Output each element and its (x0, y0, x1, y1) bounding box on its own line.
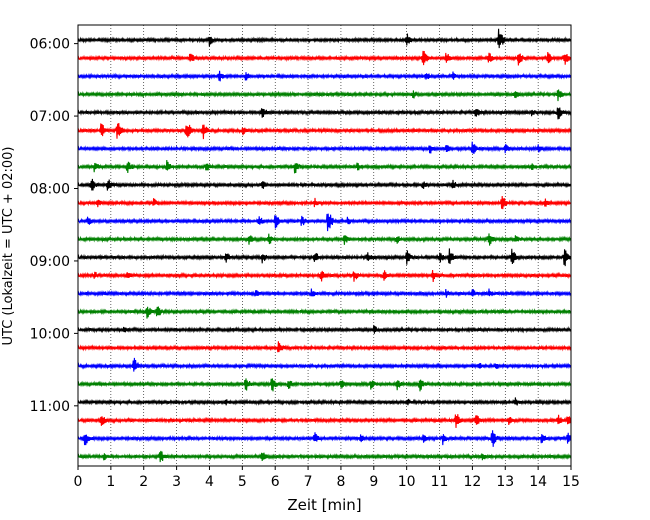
trace-0627 (78, 70, 571, 82)
trace-0642 (78, 89, 571, 102)
trace-0842 (78, 233, 571, 246)
x-tick-label: 1 (106, 474, 115, 490)
y-tick-label: 06:00 (30, 37, 70, 53)
x-axis-label: Zeit [min] (287, 496, 361, 514)
y-axis-ticks: 06:00 07:00 08:00 09:00 10:00 11:00 (30, 37, 78, 415)
x-tick-label: 7 (304, 474, 313, 490)
x-tick-label: 4 (205, 474, 214, 490)
trace-0827 (78, 213, 571, 232)
trace-0712 (78, 122, 571, 140)
x-tick-label: 3 (172, 474, 181, 490)
trace-0957 (78, 324, 571, 334)
trace-0757 (78, 178, 571, 191)
trace-0912 (78, 269, 571, 282)
trace-0612 (78, 50, 571, 66)
trace-0857 (78, 248, 571, 267)
trace-0557 (78, 28, 571, 49)
trace-0942 (78, 306, 571, 319)
x-tick-label: 6 (271, 474, 280, 490)
plot-frame (77, 24, 572, 467)
y-tick-label: 08:00 (30, 182, 70, 198)
x-tick-label: 8 (336, 474, 345, 490)
x-tick-label: 9 (369, 474, 378, 490)
x-tick-label: 0 (74, 474, 83, 490)
trace-0742 (78, 159, 571, 174)
trace-1112 (78, 414, 571, 428)
trace-0812 (78, 196, 571, 210)
x-tick-label: 13 (496, 474, 514, 490)
x-tick-label: 10 (398, 474, 416, 490)
x-tick-label: 14 (529, 474, 547, 490)
trace-1042 (78, 378, 571, 392)
trace-0727 (78, 141, 571, 154)
y-tick-label: 11:00 (30, 399, 70, 415)
x-tick-label: 2 (139, 474, 148, 490)
y-axis-label: UTC (Lokalzeit = UTC + 02:00) (1, 147, 16, 346)
x-tick-label: 15 (562, 474, 580, 490)
trace-1142 (78, 450, 571, 463)
trace-1027 (78, 357, 571, 372)
x-tick-label: 12 (463, 474, 481, 490)
y-tick-label: 07:00 (30, 109, 70, 125)
y-tick-label: 10:00 (30, 326, 70, 342)
trace-0927 (78, 288, 571, 298)
x-tick-label: 5 (238, 474, 247, 490)
trace-0657 (78, 107, 571, 120)
trace-1012 (78, 341, 571, 353)
x-tick-label: 11 (431, 474, 449, 490)
trace-1127 (78, 430, 571, 447)
y-tick-label: 09:00 (30, 254, 70, 270)
x-axis-ticks: 0 1 2 3 4 5 6 7 8 9 10 11 12 13 14 15 (74, 466, 580, 490)
trace-lines (78, 28, 571, 463)
trace-1057 (78, 397, 571, 406)
